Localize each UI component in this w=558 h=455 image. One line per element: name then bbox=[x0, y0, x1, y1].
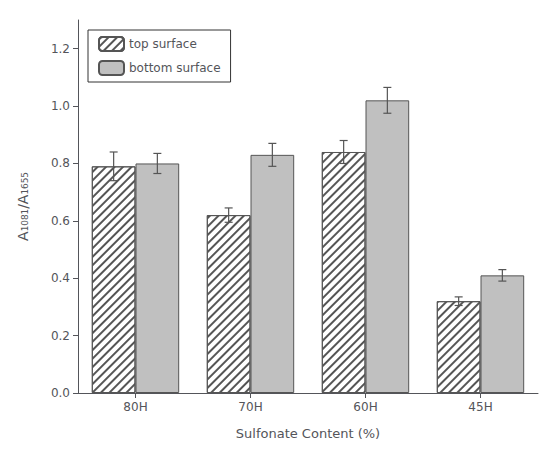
svg-text:80H: 80H bbox=[123, 400, 147, 414]
svg-text:1.2: 1.2 bbox=[51, 42, 70, 56]
svg-text:45H: 45H bbox=[468, 400, 492, 414]
svg-text:1.0: 1.0 bbox=[51, 99, 70, 113]
svg-text:0.8: 0.8 bbox=[51, 156, 70, 170]
svg-text:0.6: 0.6 bbox=[51, 214, 70, 228]
svg-text:bottom surface: bottom surface bbox=[129, 61, 221, 75]
svg-text:A₁₀₈₁/A₁₆₅₅: A₁₀₈₁/A₁₆₅₅ bbox=[15, 172, 31, 241]
svg-text:0.0: 0.0 bbox=[51, 386, 70, 400]
svg-text:top surface: top surface bbox=[129, 37, 197, 51]
svg-text:Sulfonate Content (%): Sulfonate Content (%) bbox=[236, 426, 380, 441]
svg-text:0.2: 0.2 bbox=[51, 329, 70, 343]
svg-text:60H: 60H bbox=[353, 400, 377, 414]
svg-text:0.4: 0.4 bbox=[51, 271, 70, 285]
svg-text:70H: 70H bbox=[238, 400, 262, 414]
